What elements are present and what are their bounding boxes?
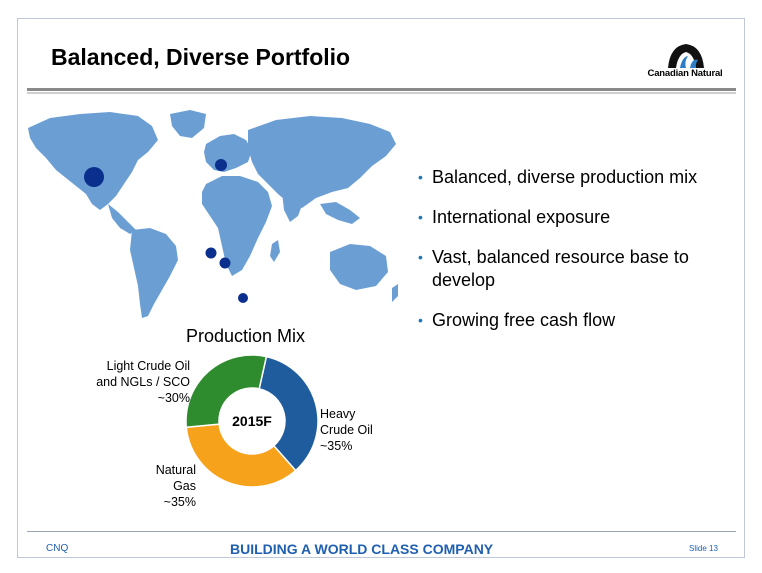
donut-center-label: 2015F [232, 413, 272, 429]
australia [330, 244, 388, 290]
bullet-item: • Growing free cash flow [418, 309, 748, 332]
chart-title: Production Mix [186, 326, 306, 346]
bullet-dot-icon: • [418, 249, 423, 265]
southeast-asia [320, 202, 360, 224]
bullet-text: Balanced, diverse production mix [432, 167, 698, 187]
bullet-item: • Vast, balanced resource base to develop [418, 246, 748, 292]
slice-label-natural-gas: Natural Gas ~35% [155, 463, 196, 509]
central-america [108, 204, 136, 234]
marker-south-africa [238, 293, 248, 303]
slide-frame [17, 18, 745, 558]
logo-mark-icon [668, 44, 704, 68]
africa [202, 176, 272, 276]
title-divider-shadow [27, 92, 736, 94]
marker-north-sea [215, 159, 227, 171]
marker-west-africa-1 [205, 247, 217, 259]
bullet-item: • Balanced, diverse production mix [418, 166, 748, 189]
bullet-dot-icon: • [418, 209, 423, 225]
slide-title: Balanced, Diverse Portfolio [51, 44, 351, 70]
madagascar [270, 240, 280, 262]
donut-hole [219, 388, 285, 454]
bullet-list: • Balanced, diverse production mix • Inter… [418, 166, 748, 349]
world-map [28, 110, 398, 318]
north-america [28, 112, 158, 210]
slide-number: Slide 13 [689, 544, 718, 553]
greenland [170, 110, 206, 138]
bullet-item: • International exposure [418, 206, 748, 229]
south-america [130, 228, 178, 318]
bullet-dot-icon: • [418, 169, 423, 185]
company-logo: Canadian Natural [640, 40, 730, 84]
bullet-text: International exposure [432, 207, 611, 227]
logo-text: Canadian Natural [647, 68, 723, 79]
new-zealand [392, 284, 398, 302]
footer-divider [27, 531, 736, 532]
asia [248, 116, 396, 208]
slice-label-light-crude: Light Crude Oil and NGLs / SCO ~30% [96, 359, 190, 405]
indian-subcontinent [282, 190, 304, 222]
bullet-dot-icon: • [418, 312, 423, 328]
slice-label-heavy-crude: Heavy Crude Oil ~35% [320, 407, 373, 453]
footer-ticker: CNQ [46, 543, 69, 554]
marker-west-africa-2 [219, 257, 231, 269]
europe [204, 134, 252, 172]
bullet-text: Vast, balanced resource base to develop [432, 247, 689, 290]
footer-tagline: BUILDING A WORLD CLASS COMPANY [230, 541, 494, 557]
marker-north-america [84, 167, 104, 187]
bullet-text: Growing free cash flow [432, 310, 616, 330]
title-divider [27, 88, 736, 91]
production-mix-donut: 2015F [185, 354, 319, 488]
